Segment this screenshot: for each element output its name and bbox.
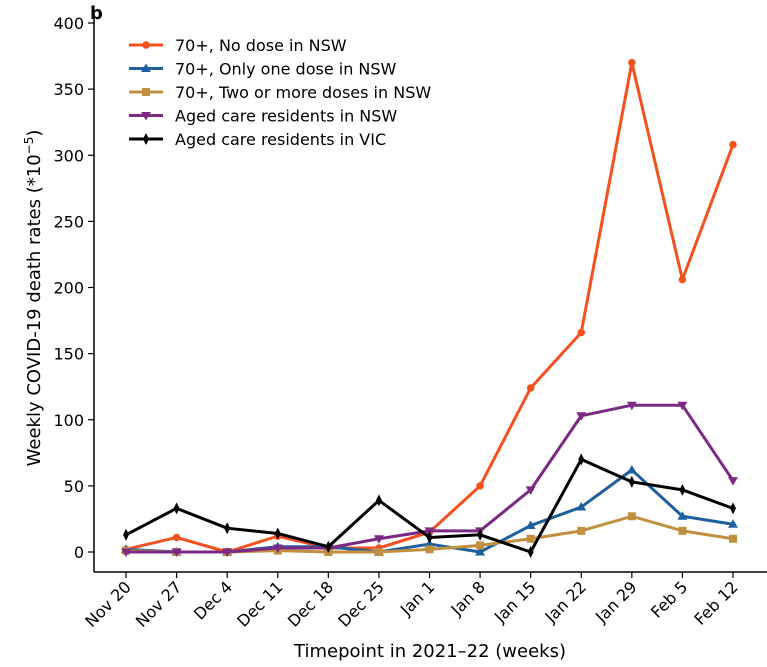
data-point xyxy=(729,140,737,149)
data-point xyxy=(373,535,384,544)
data-point xyxy=(526,384,535,392)
legend-marker xyxy=(142,88,150,96)
data-point xyxy=(677,511,688,520)
legend-label: 70+, Only one dose in NSW xyxy=(175,60,397,79)
data-point xyxy=(123,528,129,541)
data-point xyxy=(728,519,738,528)
data-point xyxy=(626,401,637,411)
data-point xyxy=(679,483,686,496)
data-point xyxy=(678,275,687,284)
data-point xyxy=(325,540,332,553)
data-point xyxy=(475,547,486,556)
data-point xyxy=(728,477,738,486)
data-point xyxy=(730,502,736,515)
data-point xyxy=(476,541,485,550)
data-point xyxy=(527,546,534,558)
data-point xyxy=(626,465,637,474)
x-tick-label: Nov 20 xyxy=(81,577,135,631)
data-point xyxy=(526,534,535,543)
legend-item: Aged care residents in NSW xyxy=(129,107,397,126)
data-point xyxy=(173,502,180,515)
y-tick-label: 100 xyxy=(53,411,84,430)
legend-marker xyxy=(141,112,151,121)
x-axis-label: Timepoint in 2021–22 (weeks) xyxy=(293,641,566,662)
legend-item: 70+, Two or more doses in NSW xyxy=(129,83,431,102)
data-point xyxy=(121,548,131,557)
data-point xyxy=(628,58,636,67)
data-point xyxy=(577,328,585,337)
legend-label: Aged care residents in VIC xyxy=(175,130,386,149)
legend-marker xyxy=(141,63,151,72)
data-point xyxy=(476,482,484,490)
x-tick-label: Jan 1 xyxy=(396,577,438,619)
data-point xyxy=(272,544,283,554)
data-point xyxy=(525,486,536,495)
data-point xyxy=(577,526,586,535)
data-point xyxy=(374,548,383,556)
legend-item: 70+, No dose in NSW xyxy=(129,36,347,55)
data-point xyxy=(426,531,433,544)
data-point xyxy=(172,533,181,542)
data-point xyxy=(576,502,587,511)
x-tick-label: Jan 15 xyxy=(490,577,540,627)
y-tick-label: 300 xyxy=(53,146,84,165)
y-axis-label-exponent: −5 xyxy=(22,137,36,155)
x-tick-label: Feb 5 xyxy=(647,577,691,621)
data-point xyxy=(274,527,281,540)
y-tick-label: 50 xyxy=(64,477,84,496)
legend-label: Aged care residents in NSW xyxy=(175,107,397,126)
data-point xyxy=(729,534,737,543)
data-point xyxy=(222,548,233,557)
y-tick-label: 350 xyxy=(53,80,84,99)
x-tick-label: Jan 8 xyxy=(447,577,489,619)
legend-item: Aged care residents in VIC xyxy=(129,130,386,149)
data-point xyxy=(678,526,687,535)
data-point xyxy=(425,545,434,554)
x-tick-label: Jan 29 xyxy=(591,577,641,627)
legend-marker xyxy=(143,133,149,145)
x-tick-label: Dec 25 xyxy=(334,577,387,630)
data-point xyxy=(525,520,536,530)
x-tick-label: Dec 18 xyxy=(284,577,337,630)
y-axis-label-main: Weekly COVID-19 death rates (*10 xyxy=(24,154,45,466)
x-tick-label: Nov 27 xyxy=(132,577,186,631)
data-point xyxy=(627,512,636,521)
series-4 xyxy=(123,453,736,558)
x-tick-label: Dec 4 xyxy=(190,577,236,623)
panel-label: b xyxy=(90,3,103,24)
data-point xyxy=(224,522,231,535)
y-tick-label: 150 xyxy=(53,345,84,364)
y-tick-label: 250 xyxy=(53,212,84,231)
legend-label: 70+, No dose in NSW xyxy=(175,36,347,55)
legend-marker xyxy=(142,41,150,49)
data-point xyxy=(628,475,635,488)
y-axis-label-close: ) xyxy=(24,130,45,137)
legend-label: 70+, Two or more doses in NSW xyxy=(175,83,431,102)
y-tick-label: 400 xyxy=(53,14,84,33)
legend-item: 70+, Only one dose in NSW xyxy=(129,60,397,79)
data-point xyxy=(477,528,484,541)
x-tick-label: Feb 12 xyxy=(690,577,741,628)
data-point xyxy=(578,453,585,466)
y-axis-label: Weekly COVID-19 death rates (*10−5) xyxy=(22,130,45,467)
data-point xyxy=(375,494,382,507)
data-point xyxy=(171,548,182,557)
x-tick-label: Dec 11 xyxy=(233,577,286,630)
data-point xyxy=(576,412,587,421)
data-point xyxy=(677,401,688,411)
y-tick-label: 0 xyxy=(74,543,84,562)
x-tick-label: Jan 22 xyxy=(541,577,591,627)
y-tick-label: 200 xyxy=(53,279,84,298)
